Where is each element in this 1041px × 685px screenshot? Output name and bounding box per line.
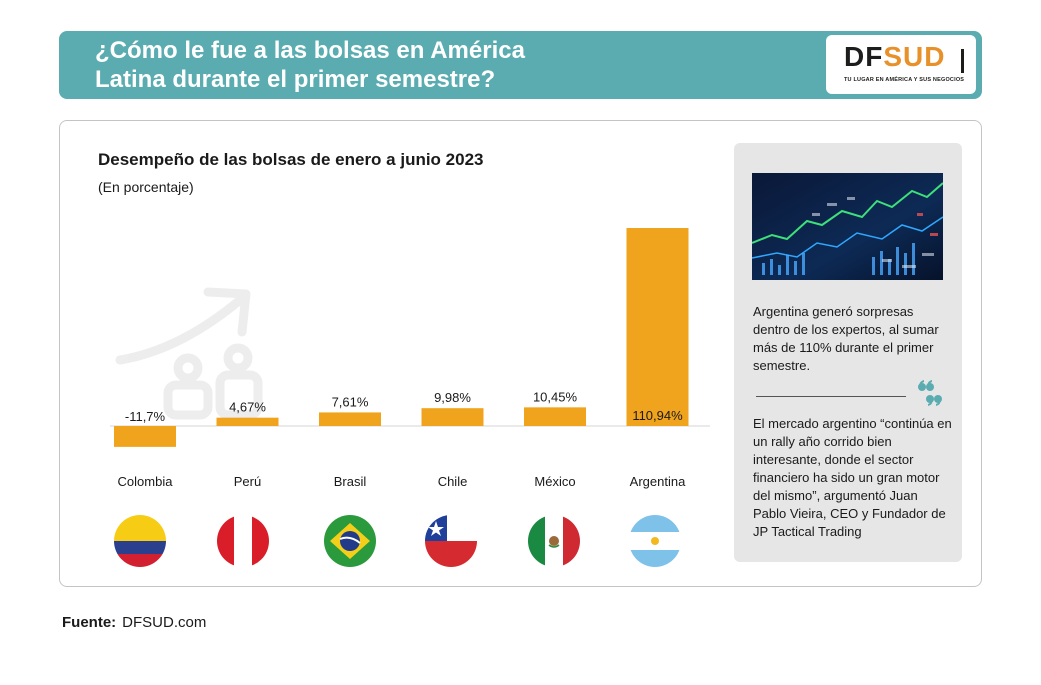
brazil-flag-icon [324,515,376,567]
page-title-line-2: Latina durante el primer semestre? [95,66,496,93]
category-label-colombia: Colombia [118,474,174,489]
logo-sud: SUD [883,41,946,72]
value-label-méxico: 10,45% [533,389,578,404]
bar-chile [421,408,484,426]
sidebar-quote-text: El mercado argentino “continúa en un ral… [753,416,952,539]
source-value: DFSUD.com [122,614,207,631]
category-label-perú: Perú [234,474,261,489]
sidebar-divider [756,396,906,397]
logo-df: DF [844,41,884,72]
peru-flag-icon [217,515,269,567]
bar-méxico [524,407,586,426]
argentina-flag-icon [629,515,681,567]
logo-bar [961,49,964,73]
logo-wordmark: DFSUD [844,41,945,73]
source-line: Fuente: DFSUD.com [62,614,206,631]
mexico-flag-icon [528,515,580,567]
chart-subtitle: (En porcentaje) [98,179,194,195]
stock-market-photo [752,173,943,280]
growth-illustration-icon [115,287,263,420]
bar-perú [216,417,279,426]
header-banner: ¿Cómo le fue a las bolsas en América Lat… [59,31,982,99]
value-labels-group: -11,7% 4,67% 7,61% 9,98% 10,45% 110,94% [125,389,683,424]
page-title-line-1: ¿Cómo le fue a las bolsas en América [95,37,525,64]
sidebar-summary-text: Argentina generó sorpresas dentro de los… [753,304,939,373]
category-labels-group: Colombia Perú Brasil Chile México Argentina [118,474,687,489]
value-label-chile: 9,98% [434,390,471,405]
page-title: ¿Cómo le fue a las bolsas en América Lat… [95,36,795,94]
value-label-perú: 4,67% [229,400,266,415]
category-label-chile: Chile [438,474,468,489]
colombia-flag-icon [114,515,166,567]
chile-flag-icon [425,515,477,567]
bar-colombia [114,426,176,447]
bars-group [114,228,689,447]
value-label-brasil: 7,61% [332,394,369,409]
value-label-argentina: 110,94% [632,408,683,423]
category-label-méxico: México [534,474,575,489]
bar-argentina [626,228,689,426]
quote-icon [914,379,946,407]
category-label-argentina: Argentina [630,474,686,489]
logo-tagline: TU LUGAR EN AMÉRICA Y SUS NEGOCIOS [844,77,965,83]
source-label: Fuente: [62,614,117,631]
chart-title: Desempeño de las bolsas de enero a junio… [98,150,484,169]
bar-chart: -11,7% 4,67% 7,61% 9,98% 10,45% 110,94% Colom… [110,228,710,489]
dfsud-logo: DFSUD TU LUGAR EN AMÉRICA Y SUS NEGOCIOS [826,35,976,94]
value-label-colombia: -11,7% [125,409,166,424]
sidebar-card: Argentina generó sorpresas dentro de los… [734,143,962,562]
bar-brasil [319,412,381,426]
category-label-brasil: Brasil [334,474,367,489]
